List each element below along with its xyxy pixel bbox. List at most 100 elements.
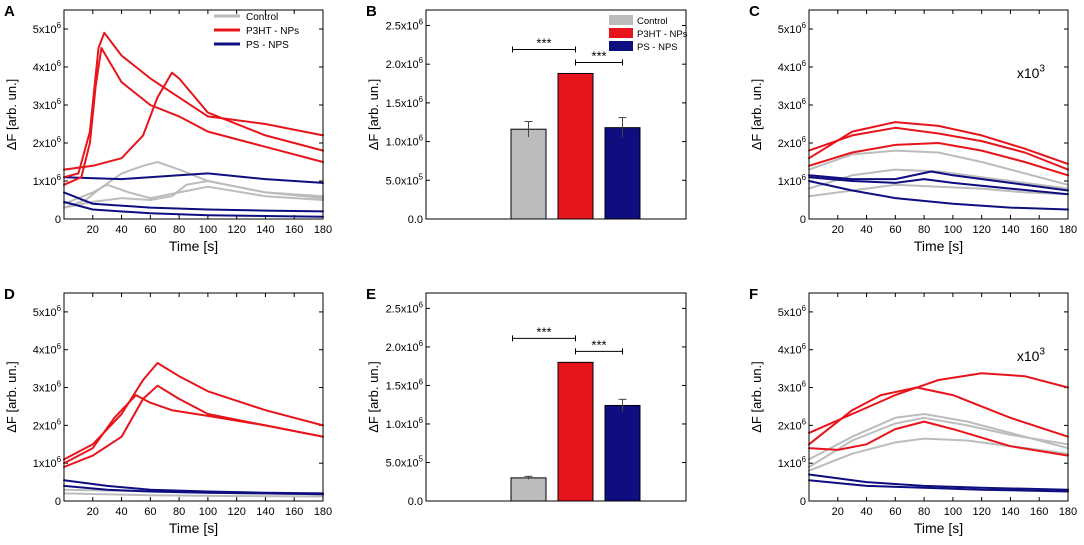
series-line-ps [63,484,324,496]
x-tick-label: 160 [285,506,303,518]
series-line-ps [63,200,324,218]
y-tick-label: 5x106 [778,21,807,36]
x-tick-label: 100 [944,506,962,518]
x-tick-label: 120 [227,224,245,236]
y-axis-label: ΔF [arb. un.] [4,361,19,433]
bar-control [510,477,547,502]
x-tick-label: 120 [227,506,245,518]
series-line-control [63,492,324,498]
y-tick-label: 5x106 [33,21,62,36]
x-tick-label: 20 [832,224,844,236]
series-line-p3ht [808,126,1069,171]
x-tick-label: 40 [115,224,127,236]
series-line-p3ht [808,142,1069,177]
x-tick-label: 140 [1001,506,1019,518]
panel-letter: E [366,286,376,303]
x-tick-label: 80 [173,224,185,236]
x-tick-label: 100 [199,224,217,236]
y-axis-label: ΔF [arb. un.] [749,79,764,151]
panel-letter: A [4,3,15,20]
y-tick-label: 4x106 [33,342,62,357]
series-line-ps [63,191,324,213]
series-line-p3ht [63,362,324,461]
legend-swatch-control [609,15,633,25]
x-tick-label: 180 [314,506,332,518]
x-tick-label: 140 [256,506,274,518]
x-tick-label: 100 [199,506,217,518]
y-tick-label: 3x106 [778,97,807,112]
y-tick-label: 0 [800,496,806,508]
y-tick-label: 1.5x106 [386,377,424,392]
y-tick-label: 2x106 [778,135,807,150]
x-tick-label: 180 [1059,224,1077,236]
series-line-p3ht [63,71,324,171]
y-tick-label: 1.5x106 [386,95,424,110]
y-tick-label: 0 [800,214,806,226]
legend-label: P3HT - NPs [637,29,688,40]
legend-label: Control [246,12,278,23]
panel-b: B 0.0 5.0x105 1.0x106 1.5x106 2.0x106 2.5x106 Δ… [366,3,688,226]
legend-label: PS - NPS [246,40,289,51]
bar-p3ht [557,361,594,502]
x-tick-label: 20 [832,506,844,518]
legend-label: PS - NPS [637,42,678,53]
y-tick-label: 2.0x106 [386,56,424,71]
x-tick-label: 60 [144,224,156,236]
y-tick-label: 2x106 [778,417,807,432]
y-axis-label: ΔF [arb. un.] [749,361,764,433]
y-tick-label: 1.0x106 [386,416,424,431]
series-line-p3ht [63,384,324,468]
series-line-ps [808,180,1069,211]
series-line-ps [808,473,1069,491]
significance-label: *** [591,48,606,63]
series-line-p3ht [808,420,1069,457]
x-tick-label: 180 [1059,506,1077,518]
y-tick-label: 3x106 [778,380,807,395]
series-line-control [808,416,1069,468]
y-tick-label: 4x106 [778,59,807,74]
x-tick-label: 60 [889,224,901,236]
x-axis-label: Time [s] [914,520,963,536]
x-tick-label: 80 [918,506,930,518]
scale-annotation: x103 [1017,347,1046,364]
y-tick-label: 4x106 [33,59,62,74]
y-tick-label: 1x106 [33,173,62,188]
y-tick-label: 0.0 [408,496,423,508]
plot-frame [425,292,687,502]
x-tick-label: 160 [1030,506,1048,518]
y-tick-label: 0.0 [408,214,423,226]
series-line-control [808,149,1069,186]
series-line-p3ht [63,31,324,179]
significance-label: *** [536,35,551,50]
y-tick-label: 1.0x106 [386,134,424,149]
y-tick-label: 4x106 [778,342,807,357]
panel-c: C 0 1x106 2x106 3x106 4x106 5x106 ΔF [arb. un.]… [749,3,1077,254]
panel-letter: B [366,3,377,20]
plot-frame [808,292,1069,502]
panel-a: A 0 1x106 2x106 3x106 4x106 5x106 ΔF [arb. un.]… [4,3,332,254]
x-tick-label: 60 [889,506,901,518]
x-tick-label: 20 [87,506,99,518]
x-tick-label: 180 [314,224,332,236]
x-tick-label: 40 [115,506,127,518]
y-tick-label: 2.0x106 [386,339,424,354]
series-line-control [808,168,1069,190]
series-line-p3ht [808,386,1069,446]
x-tick-label: 160 [285,224,303,236]
series-line-control [808,413,1069,461]
x-tick-label: 20 [87,224,99,236]
y-tick-label: 0 [55,214,61,226]
x-tick-label: 100 [944,224,962,236]
legend-swatch-ps [609,41,633,51]
x-tick-label: 40 [860,506,872,518]
series-line-p3ht [63,47,324,186]
y-tick-label: 1x106 [778,455,807,470]
y-tick-label: 2.5x106 [386,18,424,33]
plot-frame [63,9,324,220]
significance-label: *** [591,337,606,352]
series-line-control [63,180,324,209]
y-axis-label: ΔF [arb. un.] [4,79,19,151]
y-tick-label: 3x106 [33,380,62,395]
y-tick-label: 5.0x105 [386,172,424,187]
series-line-p3ht [63,394,324,465]
